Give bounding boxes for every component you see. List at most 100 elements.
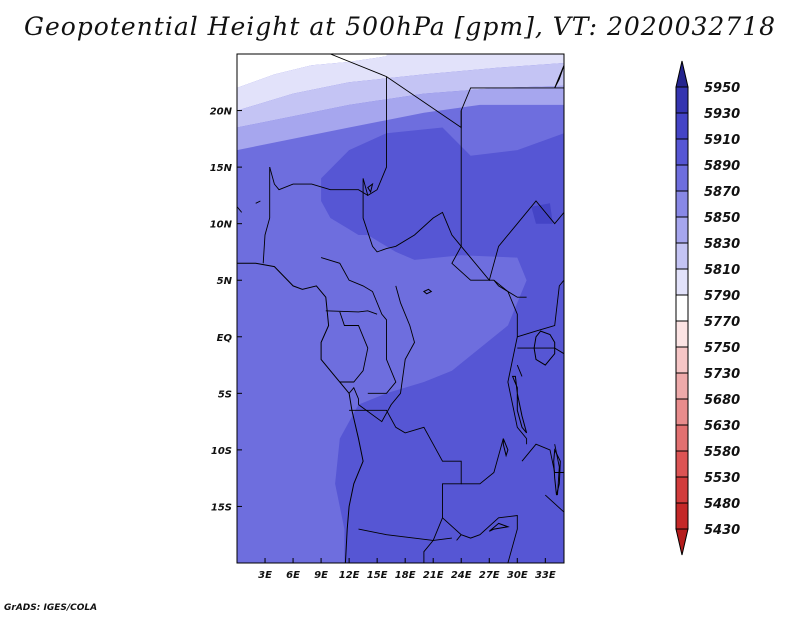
colorbar-segment <box>675 450 689 478</box>
country-border-17 <box>461 438 504 485</box>
contour-fill-layer <box>237 54 564 563</box>
colorbar-segment <box>675 424 689 452</box>
colorbar-segment <box>675 476 689 504</box>
lat-tick-label: 15S <box>211 502 232 513</box>
colorbar-label: 5630 <box>704 419 740 434</box>
country-border-23 <box>554 444 560 496</box>
coastline <box>237 262 364 563</box>
lon-tick-label: 15E <box>367 570 388 581</box>
latitude-axis: 20N 15N 10N 5N EQ 5S 10S 15S <box>210 107 242 513</box>
colorbar-label: 5480 <box>704 497 740 512</box>
lon-tick-label: 9E <box>314 570 328 581</box>
colorbar-segment <box>675 372 689 400</box>
colorbar-label: 5890 <box>704 159 740 174</box>
lon-tick-label: 6E <box>286 570 300 581</box>
lake-outline-7 <box>554 65 564 89</box>
lat-tick-label: 15N <box>210 163 233 174</box>
lakes-layer <box>367 65 564 532</box>
colorbar-segment <box>675 294 689 322</box>
colorbar-label: 5730 <box>704 367 740 382</box>
country-border-21 <box>521 443 564 473</box>
lake-outline-1 <box>511 375 528 434</box>
page-title: Geopotential Height at 500hPa [gpm], VT:… <box>23 12 777 41</box>
country-border-15 <box>517 347 564 355</box>
colorbar-label: 5580 <box>704 445 740 460</box>
colorbar-segment <box>675 502 689 530</box>
colorbar-label: 5870 <box>704 185 740 200</box>
colorbar-segment <box>675 242 689 270</box>
colorbar-label: 5430 <box>704 523 740 538</box>
lat-tick-label: 5S <box>218 389 232 400</box>
colorbar-label: 5810 <box>704 263 740 278</box>
contour-region-5890 <box>321 127 564 563</box>
lake-outline-3 <box>502 438 509 458</box>
lon-tick-label: 3E <box>258 570 272 581</box>
country-border-6 <box>237 206 243 213</box>
colorbar-segment <box>675 320 689 348</box>
lake-outline-6 <box>367 182 374 194</box>
country-border-8 <box>325 310 378 315</box>
colorbar-label: 5530 <box>704 471 740 486</box>
country-border-9 <box>339 311 369 383</box>
country-border-11 <box>348 386 359 405</box>
colorbar-segment <box>675 86 689 114</box>
country-border-13 <box>493 279 528 445</box>
colorbar-label: 5850 <box>704 211 740 226</box>
contour-region-5830 <box>237 63 564 128</box>
colorbar-min-arrow <box>675 528 689 556</box>
lake-outline-0 <box>533 330 556 366</box>
country-border-20 <box>358 528 452 541</box>
lon-tick-label: 18E <box>395 570 416 581</box>
country-border-4 <box>262 167 271 264</box>
colorbar-label: 5930 <box>704 107 740 122</box>
lake-outline-4 <box>488 522 510 532</box>
lon-tick-label: 21E <box>423 570 444 581</box>
colorbar-segment <box>675 216 689 244</box>
colorbar-max-arrow <box>675 60 689 88</box>
country-border-19 <box>456 534 462 541</box>
country-border-16 <box>516 364 523 377</box>
country-border-10 <box>358 285 415 423</box>
country-border-2 <box>460 110 564 282</box>
lon-tick-label: 12E <box>339 570 360 581</box>
lon-tick-label: 27E <box>479 570 500 581</box>
colorbar-segment <box>675 268 689 296</box>
lat-tick-label: 10N <box>210 220 233 231</box>
lon-tick-label: 24E <box>451 570 472 581</box>
colorbar-label: 5910 <box>704 133 740 148</box>
lon-tick-label: 33E <box>535 570 556 581</box>
lake-outline-2 <box>553 448 561 496</box>
colorbar-label: 5830 <box>704 237 740 252</box>
map-frame <box>236 53 565 564</box>
country-border-12 <box>349 409 462 563</box>
colorbar-segment <box>675 164 689 192</box>
lat-tick-label: EQ <box>217 333 233 344</box>
colorbar-segment <box>675 138 689 166</box>
contour-region-5810 <box>237 54 564 111</box>
country-border-3 <box>269 166 369 196</box>
colorbar-label: 5950 <box>704 81 740 96</box>
lat-tick-label: 5N <box>217 276 233 287</box>
country-borders-layer <box>237 54 564 563</box>
country-border-5 <box>255 200 261 204</box>
country-border-7 <box>320 257 397 394</box>
country-border-22 <box>544 494 564 513</box>
contour-region-5850 <box>237 85 564 151</box>
lon-tick-label: 30E <box>507 570 528 581</box>
country-border-18 <box>442 514 518 563</box>
colorbar-segment <box>675 190 689 218</box>
colorbar-label: 5770 <box>704 315 740 330</box>
lat-tick-label: 10S <box>211 446 232 457</box>
lat-tick-label: 20N <box>210 107 233 118</box>
country-border-1 <box>362 76 527 298</box>
longitude-axis: 3E 6E 9E 12E 15E 18E 21E 24E 27E 30E 33E <box>258 558 556 581</box>
colorbar-label: 5790 <box>704 289 740 304</box>
colorbar-segment <box>675 346 689 374</box>
contour-region-5790 <box>237 54 387 88</box>
colorbar-label: 5680 <box>704 393 740 408</box>
colorbar-label: 5750 <box>704 341 740 356</box>
contour-region-5910 <box>531 203 553 224</box>
colorbar: 5430 5480 5530 5580 5630 5680 5730 5750 5770 5790… <box>675 60 740 556</box>
lake-outline-5 <box>422 288 433 295</box>
